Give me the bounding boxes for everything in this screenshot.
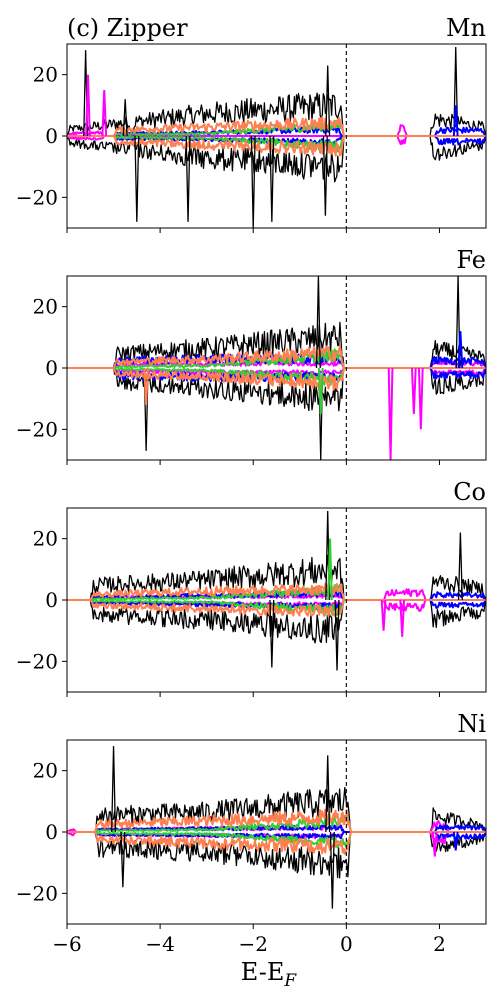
spike-line [329, 831, 335, 909]
spike-line [120, 831, 126, 888]
spike-line [269, 599, 275, 668]
panel-label: Fe [456, 246, 486, 274]
y-tick-label: 0 [45, 356, 58, 380]
x-tick-label: 0 [340, 932, 353, 956]
x-tick-label: −6 [52, 932, 81, 956]
spike-line [399, 599, 406, 637]
x-axis-label: E-EF [241, 958, 298, 991]
y-tick-label: 20 [33, 295, 58, 319]
spike-line [457, 331, 464, 369]
y-tick-label: 0 [45, 588, 58, 612]
spike-line [250, 135, 256, 228]
series-line [67, 124, 486, 137]
series-line [67, 367, 486, 391]
panel-label: Co [453, 478, 486, 506]
y-tick-label: 20 [33, 759, 58, 783]
series-line [67, 582, 486, 601]
series-line [67, 367, 486, 412]
plot-area [67, 746, 486, 909]
series-line [67, 119, 486, 137]
spike-line [269, 135, 275, 222]
spike-line [431, 831, 438, 857]
y-tick-label: 20 [33, 63, 58, 87]
x-tick-label: −2 [238, 932, 267, 956]
series-line [67, 135, 486, 146]
spike-line [410, 367, 417, 415]
spike-line [387, 367, 394, 460]
spike-line [85, 74, 91, 137]
panel-1: −20 0 20 Fe [16, 246, 487, 465]
spike-line [457, 532, 463, 601]
series-line [67, 554, 486, 601]
spike-line [334, 599, 340, 671]
spike-line [111, 746, 117, 833]
spike-line [325, 755, 331, 833]
series-line [67, 831, 486, 855]
spike-line [380, 599, 387, 631]
panel-label: Mn [446, 14, 486, 42]
spike-line [315, 276, 321, 369]
spike-line [122, 99, 128, 137]
spike-line [452, 105, 459, 137]
y-tick-label: 0 [45, 124, 58, 148]
spike-line [101, 89, 108, 137]
series-line [67, 116, 486, 137]
spike-line [327, 538, 333, 601]
y-tick-label: −20 [16, 185, 58, 209]
series-line [67, 135, 486, 157]
series-line [67, 367, 486, 386]
series-line [67, 831, 486, 849]
plot-area [67, 276, 486, 460]
series-line [67, 599, 486, 616]
plot-area [67, 47, 486, 228]
y-tick-label: −20 [16, 417, 58, 441]
panel-label: Ni [457, 710, 486, 738]
x-tick-label: −4 [145, 932, 174, 956]
series-line [67, 808, 486, 833]
series-line [67, 345, 486, 369]
y-tick-label: 0 [45, 820, 58, 844]
plot-area [67, 511, 486, 671]
series-line [67, 92, 486, 137]
spike-line [453, 47, 459, 137]
y-tick-label: 20 [33, 527, 58, 551]
panel-0: −20 0 20 Mn (c) Zipper [16, 14, 487, 233]
spike-line [134, 135, 140, 222]
spike-line [417, 367, 424, 430]
series-line [67, 599, 486, 644]
spike-line [325, 65, 331, 137]
chart-title: (c) Zipper [67, 14, 188, 42]
series-line [67, 321, 486, 369]
spike-line [143, 367, 150, 405]
x-tick-label: 2 [433, 932, 446, 956]
spike-line [317, 367, 324, 415]
panel-2: −20 0 20 Co [16, 478, 487, 697]
series-line [67, 599, 486, 618]
spike-line [322, 135, 328, 216]
spike-line [452, 831, 459, 851]
y-tick-label: −20 [16, 881, 58, 905]
y-tick-label: −20 [16, 649, 58, 673]
spike-line [185, 135, 191, 222]
